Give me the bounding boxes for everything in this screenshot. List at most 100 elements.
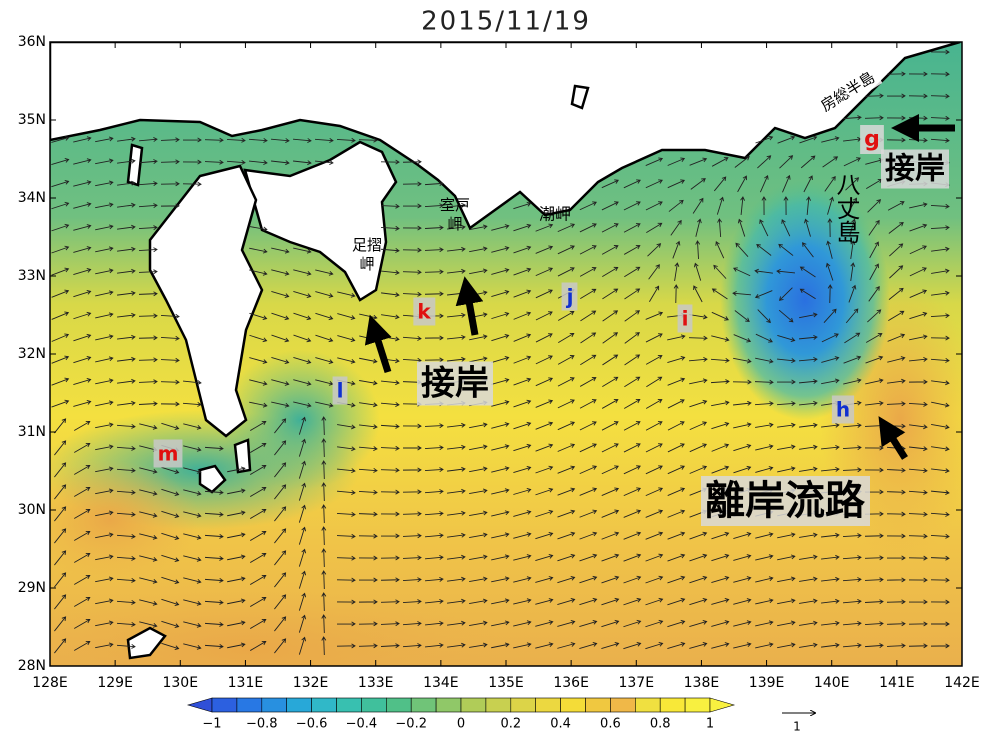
current-vectors (51, 49, 950, 656)
lon-label: 137E (618, 675, 654, 691)
emphasis-arrows (364, 114, 955, 460)
colorbar-cell (311, 697, 337, 713)
annotation-text: 八丈島 (832, 172, 860, 244)
label-box (332, 376, 348, 405)
lat-label: 28N (18, 658, 46, 674)
label-box (561, 282, 578, 311)
colorbar-cell (435, 697, 462, 713)
colorbar-cell (659, 697, 686, 713)
colorbar-cell (385, 697, 412, 713)
lon-label: 133E (358, 675, 394, 691)
lon-label: 136E (553, 675, 589, 691)
lon-label: 138E (684, 675, 720, 691)
colorbar-cell (211, 697, 238, 713)
title: 2015/11/19 (421, 7, 591, 37)
lon-label: 141E (879, 675, 915, 691)
place-name: 岬 (447, 215, 462, 233)
colorbar-cell (535, 697, 561, 713)
label-box (417, 361, 493, 406)
lat-label: 30N (18, 502, 46, 518)
colorbar-cell (286, 697, 312, 713)
colorbar-cell (634, 697, 661, 713)
label-box (413, 297, 436, 326)
place-name: 足摺 (352, 236, 382, 254)
lat-label: 31N (18, 424, 46, 440)
annotation: i (677, 304, 693, 333)
annotation-text: l (337, 379, 344, 403)
label-box (831, 395, 855, 424)
colorbar-cell (410, 697, 437, 713)
place-name: 室戸 (440, 196, 470, 214)
colorbar-label: −0.4 (346, 717, 378, 732)
lon-label: 140E (814, 675, 850, 691)
annotation-text: 潮岬 (539, 205, 571, 224)
colorbar-cell (585, 697, 611, 713)
colorbar-cell (510, 697, 536, 713)
sea-field (50, 42, 962, 666)
annotation-text: g (864, 127, 880, 152)
lon-label: 132E (293, 675, 329, 691)
lon-label: 142E (944, 675, 980, 691)
label-box (881, 149, 949, 189)
annotation: 離岸流路 (701, 476, 870, 526)
colorbar-cell (236, 697, 263, 713)
place-name: 岬 (359, 255, 374, 273)
lat-label: 34N (18, 190, 46, 206)
lon-label: 130E (162, 675, 198, 691)
lon-label: 139E (749, 675, 785, 691)
colorbar-end (709, 697, 736, 713)
colorbar-cell (336, 697, 362, 713)
annotation: h (831, 395, 855, 424)
colorbar-label: −0.8 (246, 717, 278, 732)
lat-label: 35N (18, 112, 46, 128)
annotation: k (413, 297, 436, 326)
colorbar-label: 0.6 (600, 717, 621, 732)
lat-label: 29N (18, 580, 46, 596)
colorbar-label: 0 (457, 717, 465, 732)
colorbar-cell (684, 697, 711, 713)
colorbar-cell (560, 697, 586, 713)
annotation-text: 接岸 (421, 364, 489, 404)
colorbar-label: 1 (706, 717, 714, 732)
label-box (701, 476, 870, 526)
colorbar-label: −0.6 (296, 717, 328, 732)
label-box (153, 439, 183, 468)
annotation: 室戸岬 (440, 196, 470, 233)
lat-label: 33N (18, 268, 46, 284)
annotation: 八丈島 (832, 172, 860, 244)
colorbar-cell (485, 697, 512, 713)
annotation-text: k (417, 300, 431, 324)
colorbar-cell (361, 697, 387, 713)
lat-label: 36N (18, 34, 46, 50)
annotation: g (860, 125, 884, 154)
annotation-text: h (836, 398, 850, 422)
label-box (860, 125, 884, 154)
annotation-text: 接岸 (885, 152, 945, 187)
colorbar-cell (460, 697, 487, 713)
label-box (813, 64, 883, 119)
lon-label: 135E (488, 675, 524, 691)
annotation: 接岸 (881, 149, 949, 189)
colorbar-label: 0.4 (550, 717, 571, 732)
annotation: 接岸 (417, 361, 493, 406)
lat-label: 32N (18, 346, 46, 362)
colorbar: −1 −0.8 −0.6 −0.4 −0.2 0 0.2 0.4 0.6 0.8 1 (186, 697, 736, 732)
annotation: j (561, 282, 578, 311)
label-box (677, 304, 693, 333)
colorbar-label: −1 (202, 717, 221, 732)
colorbar-label: 0.8 (650, 717, 671, 732)
annotation: l (332, 376, 348, 405)
colorbar-cell (610, 697, 636, 713)
annotation: 足摺岬 (352, 236, 382, 273)
annotation-text: i (682, 307, 689, 331)
land (50, 42, 961, 660)
annotation: 潮岬 (539, 205, 571, 224)
colorbar-label: −0.2 (395, 717, 427, 732)
lon-label: 134E (423, 675, 459, 691)
lon-label: 128E (32, 675, 68, 691)
colorbar-cell (261, 697, 287, 713)
colorbar-end (186, 697, 213, 713)
annotation-text: j (566, 285, 574, 309)
